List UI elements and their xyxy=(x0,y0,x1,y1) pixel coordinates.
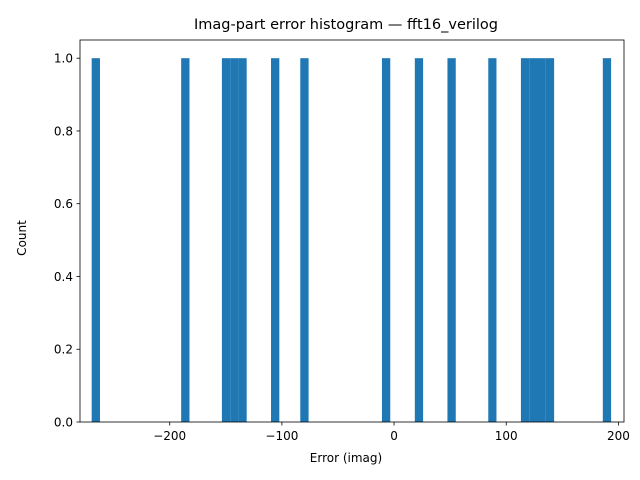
histogram-bar-15 xyxy=(602,58,612,422)
histogram-bar-3 xyxy=(230,58,239,422)
histogram-bar-12 xyxy=(529,58,538,422)
histogram-bar-5 xyxy=(271,58,280,422)
histogram-bar-10 xyxy=(488,58,497,422)
x-tick-label-3: 100 xyxy=(495,429,518,443)
x-tick-label-1: −100 xyxy=(265,429,298,443)
histogram-bar-9 xyxy=(447,58,456,422)
y-tick-label-2: 0.4 xyxy=(54,270,73,284)
y-tick-label-0: 0.0 xyxy=(54,415,73,429)
y-tick-label-1: 0.2 xyxy=(54,343,73,357)
y-tick-label-4: 0.8 xyxy=(54,124,73,138)
chart-title: Imag-part error histogram — fft16_verilo… xyxy=(194,17,498,33)
histogram-bar-13 xyxy=(537,58,546,422)
histogram-bar-7 xyxy=(381,58,391,422)
histogram-bar-11 xyxy=(520,58,530,422)
histogram-bar-8 xyxy=(414,58,424,422)
plot-frame xyxy=(79,39,625,423)
histogram-bar-6 xyxy=(300,58,309,422)
histogram-bar-4 xyxy=(238,58,247,422)
x-axis-label: Error (imag) xyxy=(310,451,382,465)
y-axis-label: Count xyxy=(15,220,29,256)
x-tick-label-0: −200 xyxy=(153,429,186,443)
y-tick-label-5: 1.0 xyxy=(54,51,73,65)
axes-group: −200 −100 0 100 200 0.0 0.2 0.4 0.6 0.8 1.0 xyxy=(54,39,630,443)
histogram-bar-1 xyxy=(181,58,190,422)
y-tick-label-3: 0.6 xyxy=(54,197,73,211)
histogram-bar-2 xyxy=(221,58,231,422)
histogram-bar-14 xyxy=(545,58,555,422)
x-tick-label-2: 0 xyxy=(390,429,398,443)
bars-group xyxy=(91,58,612,422)
x-tick-label-4: 200 xyxy=(607,429,630,443)
histogram-bar-0 xyxy=(91,58,100,422)
